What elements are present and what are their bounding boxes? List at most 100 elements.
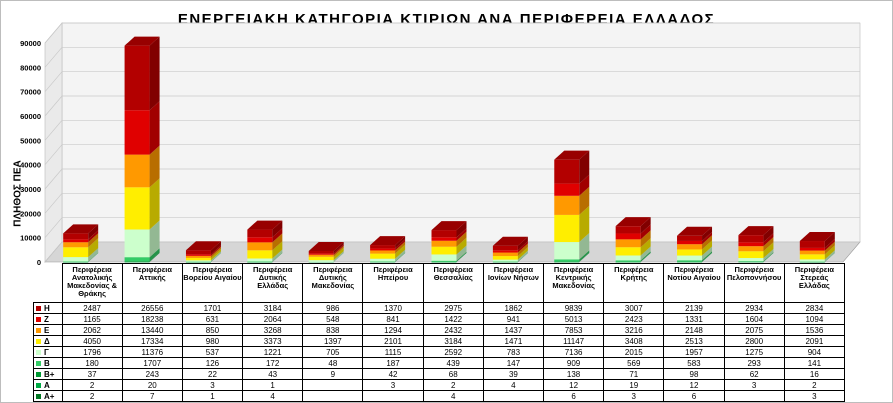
bar-top [677,226,713,236]
bar-segment [63,257,89,262]
table-cell: 17334 [121,335,183,347]
table-cell: 1957 [663,346,725,358]
bar-segment [308,256,334,261]
category-label: Περιφέρεια Ανατολικής Μακεδονίας & Θράκη… [61,263,123,303]
gridline [44,192,860,214]
table-cell: 2 [783,379,846,391]
chart-plot: 0 10000 20000 30000 40000 50000 60000 70000 8000… [20,22,861,267]
table-cell: 4 [482,379,545,391]
bar-segment-side [333,244,344,255]
bar-segment-side [579,174,590,196]
category-label: Περιφέρεια Δυτικής Μακεδονίας [302,263,364,303]
table-cell: 3184 [422,335,484,347]
bar-segment [738,258,764,262]
table-cell: 39 [482,368,545,380]
bar-segment-side [272,252,283,262]
bar-segment [431,230,457,238]
table-cell: 180 [61,357,123,369]
bar-segment-side [579,252,590,262]
bar-segment-side [579,252,590,262]
bar-top [124,36,160,46]
bar-segment-side [149,252,160,262]
table-cell: 62 [723,368,785,380]
category-label: Περιφέρεια Ιονίων Νήσων [482,263,545,303]
bar-segment-side [88,238,99,258]
table-cell: 3373 [242,335,304,347]
table-cell: 4 [242,390,304,402]
table-cell: 7136 [542,346,605,358]
table-cell: 20 [121,379,183,391]
legend-key: Η [33,302,63,314]
bar-segment-side [210,241,221,255]
bar-segment-side [456,251,467,262]
table-cell: 2834 [783,302,846,314]
table-cell: 2423 [603,313,665,325]
bar-segment-side [640,251,651,262]
gridline [44,217,860,238]
gridline [44,168,860,190]
bar-segment [370,248,396,251]
table-cell: 1115 [362,346,424,358]
table-row: Ε 2062 13440 850 3268 838 1294 2432 1437 7853 3216… [33,324,846,336]
category-label: Περιφέρεια Νοτίου Αιγαίου [663,263,725,303]
bar-segment-side [824,232,835,248]
gridline [44,22,860,44]
bar-segment-side [272,228,283,243]
bar-segment-side [88,252,99,262]
table-cell: 941 [482,313,545,325]
table-cell: 1094 [783,313,846,325]
table-cell: 904 [783,346,846,358]
table-cell: 841 [362,313,424,325]
gridline [44,119,860,141]
table-cell: 2062 [61,324,123,336]
table-cell: 1 [181,390,244,402]
bar-segment [554,159,580,184]
bar-segment-side [272,220,283,238]
table-cell: 2075 [723,324,785,336]
table-cell: 3268 [242,324,304,336]
bar-segment [738,235,764,243]
y-tick-label: 0 [37,258,41,267]
legend-key: Ε [33,324,63,336]
bar-segment-side [517,250,528,262]
table-cell: 2 [61,379,123,391]
category-label: Περιφέρεια Ηπείρου [362,263,424,303]
bar-segment-side [763,237,774,252]
bar-segment [615,233,641,240]
bar-segment [677,260,703,262]
bar-segment [185,257,211,261]
table-cell: 2487 [61,302,123,314]
table-cell: 1165 [61,313,123,325]
bar-segment-side [579,205,590,243]
bar-segment-side [640,246,651,261]
bar-segment-side [763,242,774,259]
bar-segment-side [395,236,406,249]
bar-segment-side [456,237,467,255]
bar-segment-side [824,252,835,262]
bar-segment [431,260,457,262]
table-cell: 13440 [121,324,183,336]
legend-key: Α [33,379,63,391]
table-cell: 2432 [422,324,484,336]
bar-segment [492,252,518,257]
bar-segment [185,260,211,262]
table-cell [302,379,364,391]
bar-segment [124,110,150,155]
bar-segment-side [333,241,344,254]
bar-segment-side [210,248,221,261]
bar-segment [247,258,273,262]
table-cell: 243 [121,368,183,380]
bar-segment [799,259,825,262]
bar-segment [63,239,89,243]
legend-swatch [36,316,41,322]
table-cell: 2064 [242,313,304,325]
bar-segment-side [640,230,651,248]
table-cell: 12 [542,379,605,391]
bar-segment-side [824,250,835,262]
side-wall [44,22,63,263]
bar-segment [124,45,150,111]
bar-segment-side [517,236,528,251]
table-cell: 37 [61,368,123,380]
table-cell: 583 [663,357,725,369]
table-cell: 2975 [422,302,484,314]
